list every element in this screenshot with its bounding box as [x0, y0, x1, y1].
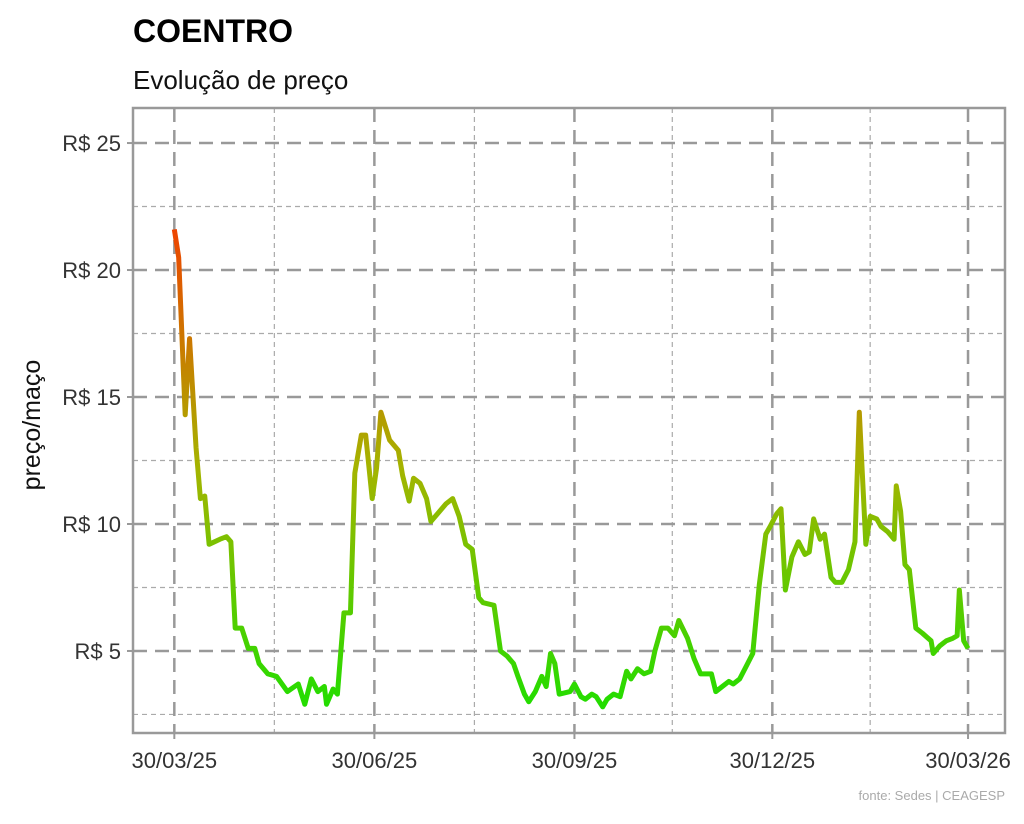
x-tick-label: 30/12/25: [730, 748, 816, 773]
x-tick-label: 30/09/25: [532, 748, 618, 773]
chart-subtitle: Evolução de preço: [133, 65, 348, 95]
y-tick-label: R$ 10: [62, 512, 121, 537]
y-tick-label: R$ 25: [62, 131, 121, 156]
y-tick-label: R$ 20: [62, 258, 121, 283]
x-tick-label: 30/03/26: [925, 748, 1011, 773]
chart-title: COENTRO: [133, 13, 293, 49]
x-tick-label: 30/03/25: [131, 748, 217, 773]
price-line: [171, 229, 971, 710]
source-note: fonte: Sedes | CEAGESP: [859, 788, 1005, 803]
y-axis-label: preço/maço: [18, 360, 46, 491]
y-tick-label: R$ 15: [62, 385, 121, 410]
plot-border: [131, 106, 1007, 735]
y-tick-label: R$ 5: [75, 639, 121, 664]
x-tick-label: 30/06/25: [332, 748, 418, 773]
